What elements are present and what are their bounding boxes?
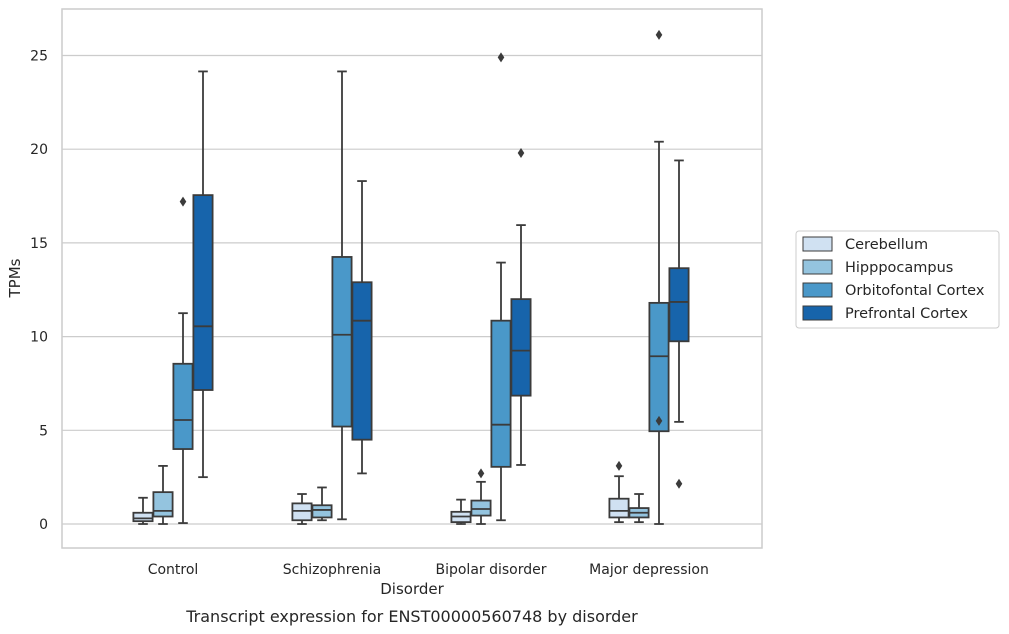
outlier-point (517, 147, 525, 158)
y-tick-label-0: 0 (39, 517, 48, 533)
y-tick-labels: 0 5 10 15 20 25 (30, 49, 48, 534)
y-axis-title: TPMs (6, 258, 24, 298)
legend-frame (795, 230, 1000, 329)
box-body (490, 319, 512, 468)
outlier-point (675, 478, 683, 489)
box-body (172, 362, 194, 450)
box-body (331, 256, 353, 428)
y-tick-label-25: 25 (30, 49, 48, 65)
x-axis-title: Disorder (380, 580, 444, 598)
box-2-3 (648, 29, 670, 525)
box-body (291, 502, 313, 522)
outlier-point (615, 460, 623, 471)
y-tick-label-15: 15 (30, 236, 48, 252)
outlier-point (179, 196, 187, 207)
legend-label-2: Orbitofontal Cortex (845, 283, 985, 299)
y-tick-label-10: 10 (30, 330, 48, 346)
x-tick-labels: Control Schizophrenia Bipolar disorder Majo… (148, 562, 709, 578)
box-0-1 (291, 493, 313, 525)
figure-caption: Transcript expression for ENST0000056074… (185, 607, 638, 626)
outlier-point (497, 52, 505, 63)
legend-swatch-2 (802, 282, 833, 298)
outlier-point (655, 29, 663, 40)
y-tick-label-5: 5 (39, 423, 48, 439)
box-1-1 (311, 486, 333, 522)
box-body (152, 491, 174, 518)
box-1-3 (628, 493, 650, 524)
boxes (132, 29, 690, 525)
box-0-2 (450, 498, 472, 525)
box-1-2 (470, 468, 492, 525)
box-1-0 (152, 465, 174, 525)
box-body (132, 511, 154, 523)
y-tick-label-20: 20 (30, 142, 48, 158)
x-tick-label-1: Schizophrenia (283, 562, 381, 578)
outlier-point (477, 468, 485, 479)
legend-label-0: Cerebellum (845, 237, 928, 253)
x-tick-label-0: Control (148, 562, 199, 578)
box-body (311, 504, 333, 519)
plot-area-frame (61, 8, 763, 549)
box-3-2 (510, 147, 532, 466)
box-body (192, 194, 214, 391)
outlier-point (655, 415, 663, 426)
box-body (648, 301, 670, 433)
box-body (470, 499, 492, 517)
box-2-0 (172, 196, 194, 524)
x-tick-label-2: Bipolar disorder (435, 562, 546, 578)
box-body (351, 281, 373, 441)
legend-swatch-1 (802, 259, 833, 275)
legend: Cerebellum Hipppocampus Orbitofontal Corte… (795, 230, 1000, 329)
box-3-1 (351, 180, 373, 475)
box-3-3 (668, 159, 690, 489)
x-tick-label-3: Major depression (589, 562, 709, 578)
legend-label-1: Hipppocampus (845, 260, 953, 276)
box-body (608, 497, 630, 519)
box-body (510, 298, 532, 397)
legend-swatch-3 (802, 305, 833, 321)
plot-area-background (62, 9, 762, 548)
box-0-0 (132, 496, 154, 525)
legend-label-3: Prefrontal Cortex (845, 306, 968, 322)
legend-swatch-0 (802, 236, 833, 252)
box-body (668, 267, 690, 343)
box-3-0 (192, 70, 214, 479)
